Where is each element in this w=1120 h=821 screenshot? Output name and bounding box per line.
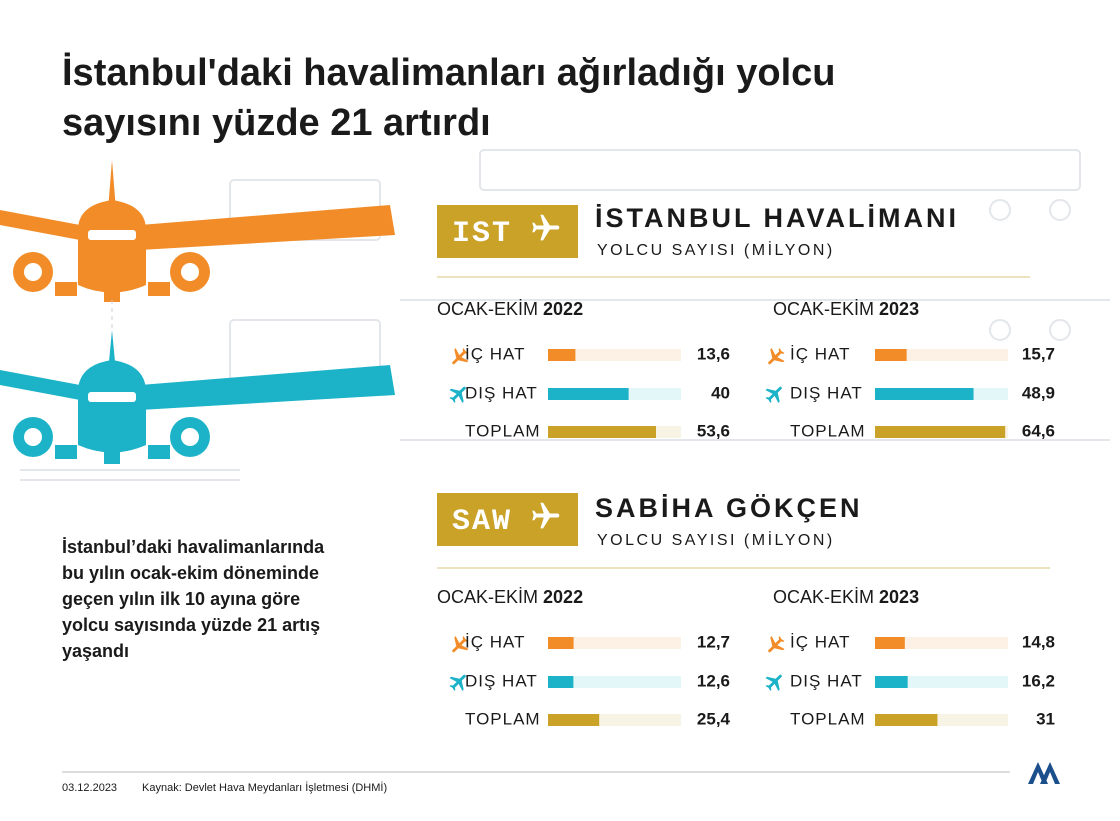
value-label: 14,8: [1022, 632, 1055, 651]
note-line: İstanbul’daki havalimanlarında: [62, 537, 325, 557]
category-label: TOPLAM: [465, 709, 541, 728]
airport-subtitle: YOLCU SAYISI (MİLYON): [597, 240, 835, 259]
value-label: 12,6: [697, 671, 730, 690]
bar: [875, 676, 908, 688]
value-label: 15,7: [1022, 344, 1055, 363]
value-label: 31: [1036, 709, 1055, 728]
note-line: bu yılın ocak-ekim döneminde: [62, 563, 319, 583]
period-heading: OCAK-EKİM 2022: [437, 587, 583, 607]
bar: [548, 714, 600, 726]
category-label: İÇ HAT: [465, 632, 525, 651]
airport-code: SAW: [452, 505, 512, 539]
bar: [548, 388, 629, 400]
airport-subtitle: YOLCU SAYISI (MİLYON): [597, 530, 835, 549]
bar-track: [548, 676, 681, 688]
period: OCAK-EKİM: [773, 587, 874, 607]
period-heading: OCAK-EKİM 2022: [437, 299, 583, 319]
value-label: 12,7: [697, 632, 730, 651]
year: 2023: [879, 587, 919, 607]
airport-code: IST: [452, 217, 512, 251]
value-label: 48,9: [1022, 383, 1055, 402]
category-icon: [762, 632, 789, 659]
logo: [1028, 762, 1060, 784]
airport-badge: [437, 205, 578, 258]
title-line: İstanbul'daki havalimanları ağırladığı y…: [62, 52, 836, 94]
background-art: [20, 149, 1110, 481]
bar: [548, 637, 574, 649]
bar: [548, 676, 574, 688]
category-icon: [761, 668, 788, 695]
bar: [875, 714, 938, 726]
title-line: sayısını yüzde 21 artırdı: [62, 102, 491, 144]
bar-track: [875, 676, 1008, 688]
source: Kaynak: Devlet Hava Meydanları İşletmesi…: [142, 781, 387, 794]
note-line: yaşandı: [62, 641, 129, 661]
airport-badge: [437, 493, 578, 546]
plane-illustration: [0, 160, 395, 302]
period: OCAK-EKİM: [437, 299, 538, 319]
bar-track: [548, 349, 681, 361]
value-label: 16,2: [1022, 671, 1055, 690]
note-line: yolcu sayısında yüzde 21 artış: [62, 615, 320, 635]
category-label: TOPLAM: [465, 421, 541, 440]
category-label: İÇ HAT: [790, 632, 850, 651]
bar-track: [875, 637, 1008, 649]
bar: [875, 637, 905, 649]
bar: [875, 426, 1006, 438]
category-label: TOPLAM: [790, 421, 866, 440]
category-label: DIŞ HAT: [790, 383, 863, 402]
value-label: 64,6: [1022, 421, 1055, 440]
plane-illustration: [0, 330, 395, 464]
value-label: 25,4: [697, 709, 731, 728]
bar-track: [548, 637, 681, 649]
bar-track: [875, 349, 1008, 361]
value-label: 40: [711, 383, 730, 402]
bar: [548, 349, 576, 361]
year: 2022: [543, 299, 583, 319]
category-label: TOPLAM: [790, 709, 866, 728]
period: OCAK-EKİM: [437, 587, 538, 607]
category-label: İÇ HAT: [790, 344, 850, 363]
category-label: DIŞ HAT: [465, 383, 538, 402]
airport-name: SABİHA GÖKÇEN: [595, 493, 863, 523]
bar: [548, 426, 657, 438]
period: OCAK-EKİM: [773, 299, 874, 319]
bar: [875, 349, 907, 361]
period-heading: OCAK-EKİM 2023: [773, 587, 919, 607]
period-heading: OCAK-EKİM 2023: [773, 299, 919, 319]
category-icon: [761, 380, 788, 407]
category-label: İÇ HAT: [465, 344, 525, 363]
category-label: DIŞ HAT: [790, 671, 863, 690]
value-label: 13,6: [697, 344, 730, 363]
date: 03.12.2023: [62, 782, 117, 794]
year: 2022: [543, 587, 583, 607]
category-icon: [762, 344, 789, 371]
year: 2023: [879, 299, 919, 319]
note-line: geçen yılın ilk 10 ayına göre: [62, 589, 300, 609]
airport-name: İSTANBUL HAVALİMANI: [595, 203, 959, 233]
category-label: DIŞ HAT: [465, 671, 538, 690]
value-label: 53,6: [697, 421, 730, 440]
bar: [875, 388, 974, 400]
